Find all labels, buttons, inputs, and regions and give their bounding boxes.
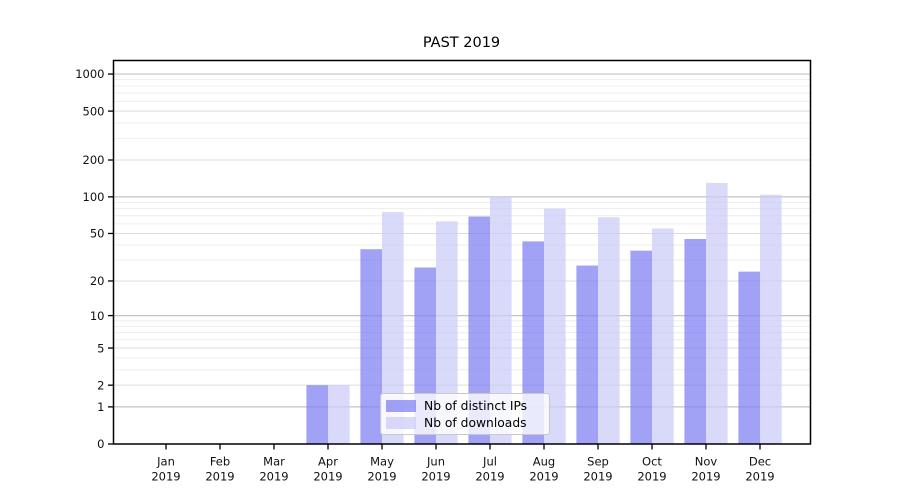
x-tick-label-year-sep-2019: 2019 — [583, 470, 612, 484]
x-tick-label-month-sep-2019: Sep — [587, 455, 609, 469]
bar-downloads-jul-2019 — [490, 196, 512, 444]
x-tick-label-year-mar-2019: 2019 — [259, 470, 288, 484]
y-tick-label-5: 5 — [97, 341, 104, 355]
x-tick-label-year-nov-2019: 2019 — [691, 470, 720, 484]
y-tick-label-2: 2 — [97, 378, 104, 392]
bar-distinct-ips-may-2019 — [360, 249, 382, 444]
x-tick-label-year-jul-2019: 2019 — [475, 470, 504, 484]
plot-frame — [112, 59, 812, 445]
bar-downloads-aug-2019 — [544, 208, 566, 444]
legend-label-downloads: Nb of downloads — [424, 415, 527, 430]
y-tick-label-50: 50 — [90, 227, 105, 241]
x-tick-label-year-aug-2019: 2019 — [529, 470, 558, 484]
bar-downloads-jun-2019 — [436, 221, 458, 444]
x-tick-label-month-may-2019: May — [370, 455, 394, 469]
bar-distinct-ips-nov-2019 — [684, 238, 706, 444]
bar-distinct-ips-apr-2019 — [306, 385, 328, 444]
x-tick-label-year-jun-2019: 2019 — [421, 470, 450, 484]
y-tick-label-100: 100 — [83, 190, 105, 204]
x-tick-label-month-dec-2019: Dec — [749, 455, 771, 469]
legend-label-distinct-ips: Nb of distinct IPs — [424, 398, 528, 413]
x-tick-label-year-may-2019: 2019 — [367, 470, 396, 484]
x-tick-label-month-jul-2019: Jul — [482, 455, 497, 469]
legend-swatch-distinct-ips — [386, 399, 416, 412]
y-tick-label-1: 1 — [97, 400, 104, 414]
x-tick-label-year-jan-2019: 2019 — [151, 470, 180, 484]
bar-downloads-nov-2019 — [706, 182, 728, 445]
y-tick-label-200: 200 — [83, 153, 105, 167]
x-tick-label-month-mar-2019: Mar — [263, 455, 285, 469]
bar-downloads-may-2019 — [382, 212, 404, 444]
legend-item-downloads: Nb of downloads — [386, 414, 543, 431]
bar-distinct-ips-oct-2019 — [630, 250, 652, 444]
legend-swatch-downloads — [386, 416, 416, 429]
y-tick-label-10: 10 — [90, 309, 105, 323]
legend: Nb of distinct IPs Nb of downloads — [380, 393, 550, 435]
bar-downloads-apr-2019 — [328, 385, 350, 444]
x-tick-label-month-oct-2019: Oct — [642, 455, 662, 469]
x-tick-label-month-aug-2019: Aug — [533, 455, 555, 469]
x-tick-label-month-nov-2019: Nov — [695, 455, 718, 469]
x-tick-label-month-apr-2019: Apr — [318, 455, 338, 469]
x-tick-label-year-oct-2019: 2019 — [637, 470, 666, 484]
y-tick-label-0: 0 — [97, 437, 104, 451]
y-tick-label-1000: 1000 — [75, 67, 104, 81]
bar-distinct-ips-jul-2019 — [468, 216, 490, 444]
x-tick-label-year-apr-2019: 2019 — [313, 470, 342, 484]
bar-distinct-ips-dec-2019 — [738, 271, 760, 444]
y-tick-label-500: 500 — [83, 104, 105, 118]
y-tick-label-20: 20 — [90, 274, 105, 288]
legend-item-distinct-ips: Nb of distinct IPs — [386, 397, 543, 414]
x-tick-label-month-jan-2019: Jan — [156, 455, 175, 469]
chart-title: PAST 2019 — [422, 35, 501, 51]
x-tick-label-month-jun-2019: Jun — [426, 455, 445, 469]
x-tick-label-month-feb-2019: Feb — [210, 455, 230, 469]
x-tick-label-year-dec-2019: 2019 — [745, 470, 774, 484]
bar-downloads-dec-2019 — [760, 194, 782, 444]
bar-downloads-oct-2019 — [652, 228, 674, 444]
bar-distinct-ips-sep-2019 — [576, 265, 598, 444]
bar-downloads-sep-2019 — [598, 217, 620, 444]
x-tick-label-year-feb-2019: 2019 — [205, 470, 234, 484]
